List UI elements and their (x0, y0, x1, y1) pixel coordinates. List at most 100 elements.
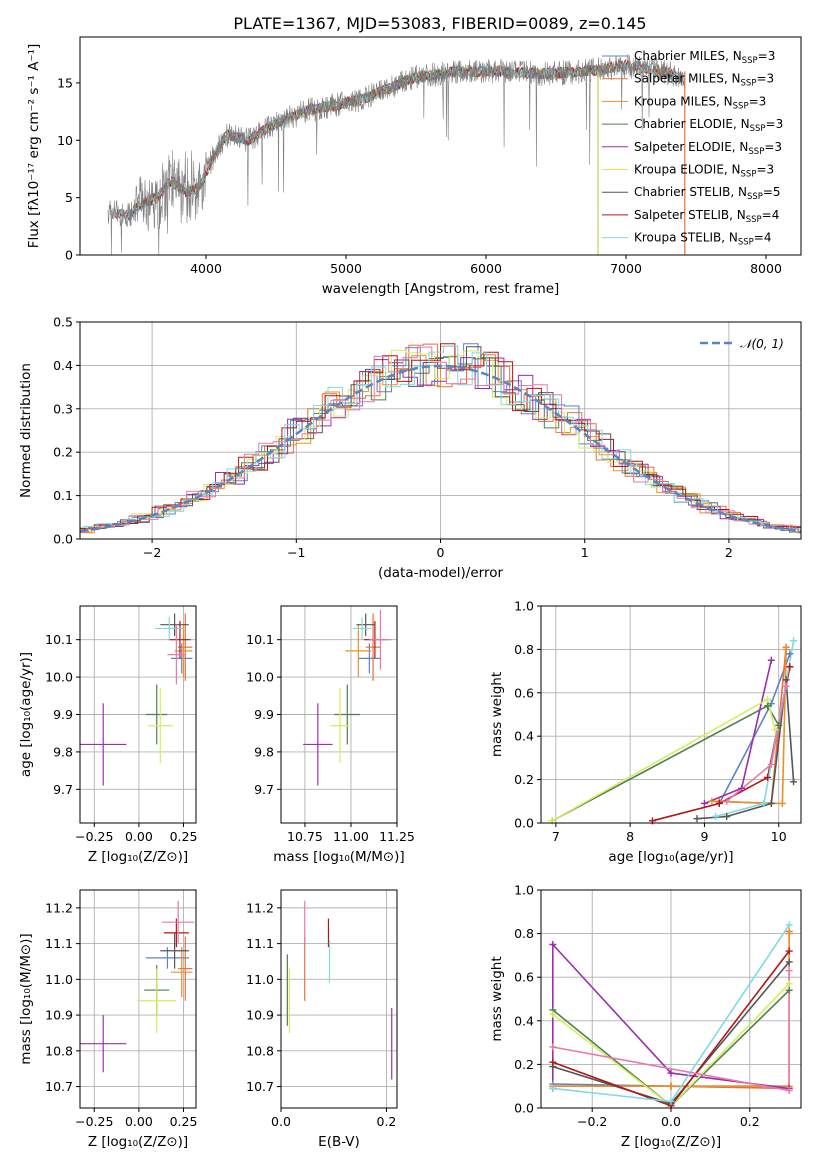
y-tick-label: 0 (65, 248, 73, 263)
x-tick-label: 11.25 (379, 829, 415, 844)
x-tick-label: 2 (725, 545, 733, 560)
y-tick-label: 11.1 (45, 936, 73, 951)
legend-label: Chabrier ELODIE, N (634, 117, 750, 131)
y-tick-label: 10.8 (45, 1043, 73, 1058)
legend-entry: Chabrier MILES, NSSP=3 (634, 49, 775, 66)
x-axis-label: mass [log₁₀(M/M⊙)] (273, 849, 404, 865)
x-tick-label: 7000 (610, 261, 642, 276)
x-tick-label: 0.25 (170, 1114, 198, 1129)
x-tick-label: 0.2 (740, 1114, 760, 1129)
y-axis-label: Flux [fλ10⁻¹⁷ erg cm⁻² s⁻¹ A⁻¹] (26, 44, 42, 249)
observed-spectrum-line (107, 54, 685, 255)
chart-mass_vs_EBV: 0.0 0.2 10.7 10.8 10.9 11.0 11.1 11.2 E(B-V) (246, 889, 398, 1150)
x-axis-label: E(B-V) (318, 1134, 360, 1150)
legend-suffix: =4 (754, 231, 772, 245)
y-tick-label: 10.1 (45, 632, 73, 647)
weight-point-marker (767, 799, 775, 807)
y-tick-label: 10.1 (246, 632, 274, 647)
legend-label: Chabrier MILES, N (634, 49, 742, 63)
x-axis-label: (data-model)/error (378, 565, 504, 581)
legend-label: Chabrier STELIB, N (634, 185, 747, 199)
y-tick-label: 0.3 (53, 401, 73, 416)
y-tick-label: 11.0 (45, 972, 73, 987)
model-spectrum-line (128, 64, 598, 218)
y-tick-label: 10.9 (246, 1008, 274, 1023)
y-axis-label: mass [log₁₀(M/M⊙)] (18, 933, 34, 1064)
weight-series-line (715, 640, 795, 818)
y-tick-label: 0.8 (514, 926, 534, 941)
weight-point-marker (760, 799, 768, 807)
x-axis-label: wavelength [Angstrom, rest frame] (322, 281, 560, 297)
x-tick-label: 11.00 (333, 829, 369, 844)
legend-subscript: SSP (742, 56, 758, 66)
y-tick-label: 0.0 (53, 532, 73, 547)
chart-age_vs_mass: 10.75 11.00 11.25 9.7 9.8 9.9 10.0 10.1 mass [lo… (246, 605, 415, 865)
x-tick-label: 10 (771, 829, 787, 844)
weight-point-marker (785, 930, 793, 938)
y-tick-label: 0.8 (514, 642, 534, 657)
y-tick-label: 5 (65, 190, 73, 205)
y-tick-label: 1.0 (514, 883, 534, 898)
axes-frame (79, 889, 197, 1109)
axes-frame (79, 605, 197, 824)
gaussian-curve (80, 364, 801, 533)
weight-point-marker (667, 1097, 675, 1105)
legend-label: Salpeter STELIB, N (634, 208, 746, 222)
y-tick-label: 10.7 (246, 1079, 274, 1094)
weight-point-marker (790, 778, 798, 786)
y-tick-label: 0.4 (514, 729, 534, 744)
legend-entry: Chabrier ELODIE, NSSP=3 (634, 117, 783, 134)
y-tick-label: 11.0 (246, 972, 274, 987)
plot-area (303, 609, 392, 786)
legend-label: Kroupa STELIB, N (634, 231, 738, 245)
chart-age_vs_Z: −0.25 0.00 0.25 9.7 9.8 9.9 10.0 10.1 Z [log₁₀(Z… (18, 605, 197, 865)
legend-entry: Salpeter ELODIE, NSSP=3 (634, 140, 782, 157)
weight-point-marker (778, 799, 786, 807)
plot-area (80, 900, 195, 1073)
y-tick-label: 0.4 (53, 358, 73, 373)
x-tick-label: 0.0 (271, 1114, 291, 1129)
weight-point-marker (767, 700, 775, 708)
y-tick-label: 9.8 (254, 744, 274, 759)
x-axis-label: Z [log₁₀(Z/Z⊙)] (621, 1134, 721, 1150)
y-tick-label: 0.2 (514, 1057, 534, 1072)
y-tick-label: 10.8 (246, 1043, 274, 1058)
weight-point-marker (782, 645, 790, 653)
plot-area (286, 900, 393, 1080)
y-tick-label: 0.0 (514, 816, 534, 831)
x-axis-label: Z [log₁₀(Z/Z⊙)] (88, 849, 188, 865)
plot-area (80, 613, 193, 786)
legend-subscript: SSP (738, 238, 754, 248)
weight-point-marker (785, 947, 793, 955)
weight-point-marker (785, 986, 793, 994)
x-axis-label: age [log₁₀(age/yr)] (608, 849, 733, 865)
weight-point-marker (549, 1084, 557, 1092)
legend-suffix: =5 (763, 185, 781, 199)
legend-subscript: SSP (733, 101, 749, 111)
weight-point-marker (764, 773, 772, 781)
weight-point-marker (549, 1058, 557, 1066)
weight-point-marker (549, 1043, 557, 1051)
chart-weight_vs_Z: −0.2 0.0 0.2 0.0 0.2 0.4 0.6 0.8 1.0 Z [log₁₀(Z/Z… (489, 883, 802, 1150)
legend-subscript: SSP (741, 79, 757, 89)
legend-subscript: SSP (750, 124, 766, 134)
x-tick-label: 9 (700, 829, 708, 844)
y-tick-label: 11.2 (45, 900, 73, 915)
weight-point-marker (712, 812, 720, 820)
legend-suffix: =3 (749, 94, 767, 108)
legend-suffix: =4 (762, 208, 780, 222)
figure-title: PLATE=1367, MJD=53083, FIBERID=0089, z=0… (233, 14, 646, 33)
x-tick-label: 0.0 (661, 1114, 681, 1129)
model-spectrum-line (128, 63, 599, 221)
y-tick-label: 0.6 (514, 685, 534, 700)
x-tick-label: 7 (552, 829, 560, 844)
y-tick-label: 10.0 (45, 670, 73, 685)
x-tick-label: −2 (143, 545, 161, 560)
plot-area (107, 54, 686, 255)
axes-frame (280, 605, 398, 824)
axes-frame (79, 36, 802, 256)
y-tick-label: 0.6 (514, 970, 534, 985)
x-tick-label: 0.00 (125, 1114, 153, 1129)
